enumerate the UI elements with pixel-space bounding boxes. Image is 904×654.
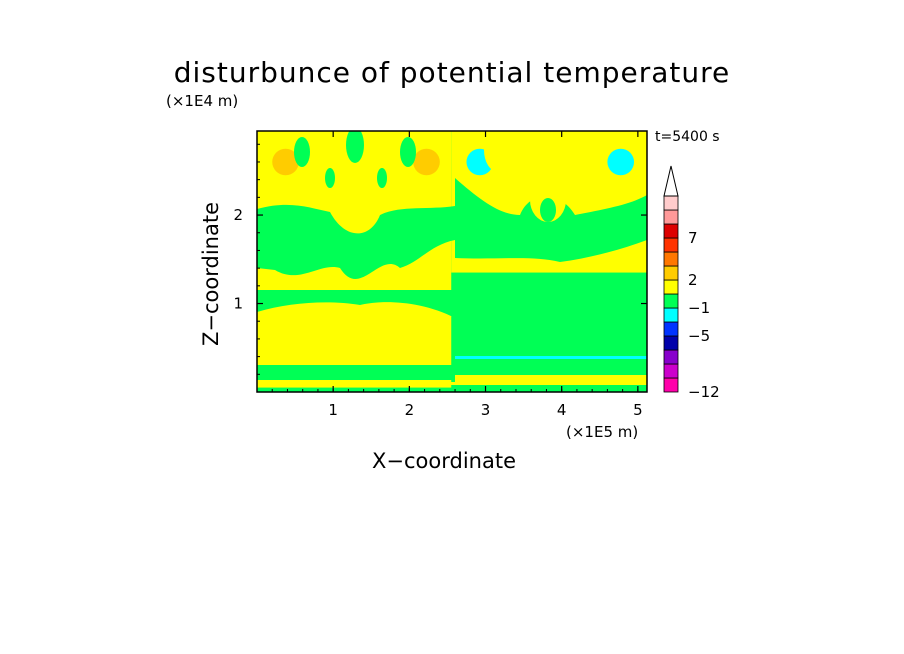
colorbar-bin <box>663 349 679 365</box>
colorbar-label: 2 <box>688 271 698 289</box>
colorbar-label: −5 <box>688 327 710 345</box>
axes: 1 2 3 4 5 1 2 <box>233 131 647 419</box>
x-tick-label: 4 <box>557 401 567 419</box>
contour-region-orange <box>272 148 299 176</box>
contour-detail <box>455 375 647 383</box>
contour-detail <box>294 137 310 167</box>
contour-detail <box>257 382 647 385</box>
z-scale-label: (×1E4 m) <box>166 92 239 110</box>
colorbar-bin <box>663 195 679 211</box>
colorbar-bin <box>663 237 679 253</box>
contour-detail <box>484 131 512 172</box>
colorbar-bin <box>663 265 679 281</box>
contour-detail <box>455 356 647 359</box>
contour-details <box>257 131 647 385</box>
contour-detail <box>540 198 556 222</box>
colorbar-bin <box>663 223 679 239</box>
colorbar-bin <box>663 363 679 379</box>
colorbar-bin <box>663 377 679 393</box>
contour-detail <box>325 168 335 188</box>
chart-title-text: disturbunce of potential temperature <box>173 56 731 89</box>
colorbar-bin <box>663 279 679 295</box>
colorbar: −12−5−127 <box>663 165 720 401</box>
colorbar-label: 7 <box>688 229 698 247</box>
contour-region-cyan <box>607 148 635 176</box>
chart-title: disturbunce of potential temperature <box>0 56 904 89</box>
x-tick-label: 3 <box>481 401 491 419</box>
colorbar-bin <box>663 307 679 323</box>
colorbar-bin <box>663 251 679 267</box>
contour-detail <box>377 168 387 188</box>
colorbar-label: −1 <box>688 299 710 317</box>
z-tick-label: 2 <box>233 206 243 224</box>
contour-detail <box>257 365 455 380</box>
contour-detail <box>346 131 364 163</box>
contour-detail <box>581 131 605 172</box>
contour-detail <box>400 137 416 167</box>
colorbar-bin <box>663 321 679 337</box>
colorbar-bin <box>663 335 679 351</box>
contour-detail <box>257 290 455 318</box>
x-axis-label: X−coordinate <box>372 449 516 473</box>
contour-detail <box>257 204 455 279</box>
contour-region-orange <box>413 148 440 176</box>
colorbar-bin <box>663 293 679 309</box>
contour-detail <box>538 131 558 170</box>
colorbar-label: −12 <box>688 383 720 401</box>
colorbar-bin <box>663 209 679 225</box>
plot-frame <box>256 130 648 393</box>
x-scale-label: (×1E5 m) <box>566 423 639 441</box>
x-tick-label: 2 <box>405 401 415 419</box>
z-tick-label: 1 <box>233 295 243 313</box>
x-tick-label: 1 <box>328 401 338 419</box>
colorbar-extend-arrow <box>663 165 679 197</box>
x-tick-label: 5 <box>633 401 643 419</box>
time-label: t=5400 s <box>655 129 720 145</box>
contour-detail <box>341 189 365 221</box>
